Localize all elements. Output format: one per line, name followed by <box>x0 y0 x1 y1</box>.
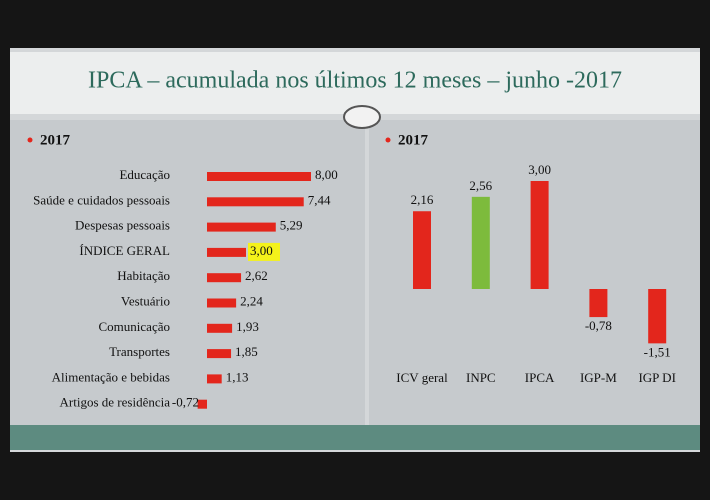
category-label: Vestuário <box>121 293 170 308</box>
category-label: ÍNDICE GERAL <box>79 243 170 258</box>
bar <box>207 298 237 308</box>
value-label: 3,00 <box>528 162 551 177</box>
bullet <box>27 137 33 143</box>
value-label: -0,78 <box>585 318 612 333</box>
value-label: 2,16 <box>411 192 434 207</box>
category-label: IGP DI <box>638 370 675 385</box>
chart-subtitle: 2017 <box>398 132 429 148</box>
value-label: 2,24 <box>240 293 263 308</box>
bar <box>207 172 311 181</box>
label-highlight <box>248 242 280 261</box>
bullet <box>385 137 391 143</box>
bar <box>648 289 667 344</box>
value-label: 1,93 <box>236 319 259 334</box>
value-label: -0,72 <box>172 395 199 410</box>
bar <box>207 197 304 207</box>
category-label: IGP-M <box>580 370 617 385</box>
bar <box>207 349 232 359</box>
value-label: 7,44 <box>308 192 331 207</box>
category-label: Habitação <box>117 268 170 283</box>
bar <box>207 374 222 384</box>
value-label: 1,13 <box>226 369 249 384</box>
category-label: ICV geral <box>396 370 448 385</box>
chart-subtitle: 2017 <box>40 132 71 148</box>
value-label: -1,51 <box>644 344 671 359</box>
category-label: IPCA <box>525 370 555 385</box>
category-label: Despesas pessoais <box>75 218 170 233</box>
category-label: Alimentação e bebidas <box>52 369 170 384</box>
bar <box>589 289 608 318</box>
value-label: 2,62 <box>245 268 268 283</box>
bottom-strip <box>10 425 700 450</box>
value-label: 3,00 <box>250 243 273 258</box>
value-label: 2,56 <box>469 178 492 193</box>
value-label: 5,29 <box>280 218 303 233</box>
title-band <box>10 52 700 114</box>
bar <box>207 323 233 333</box>
slide-title: IPCA – acumulada nos últimos 12 meses – … <box>88 68 622 94</box>
category-label: Saúde e cuidados pessoais <box>33 192 170 207</box>
bar <box>207 247 246 257</box>
bar <box>197 399 207 409</box>
bar <box>207 273 242 283</box>
bar <box>413 211 431 289</box>
bar <box>530 181 549 289</box>
category-label: INPC <box>466 370 496 385</box>
category-label: Comunicação <box>99 319 170 334</box>
ornament <box>343 105 381 129</box>
category-label: Artigos de residência <box>60 395 171 410</box>
value-label: 1,85 <box>235 344 258 359</box>
category-label: Transportes <box>109 344 170 359</box>
left-panel <box>10 120 365 425</box>
bar <box>207 222 276 232</box>
value-label: 8,00 <box>315 167 338 182</box>
bar <box>471 196 490 289</box>
category-label: Educação <box>119 167 170 182</box>
